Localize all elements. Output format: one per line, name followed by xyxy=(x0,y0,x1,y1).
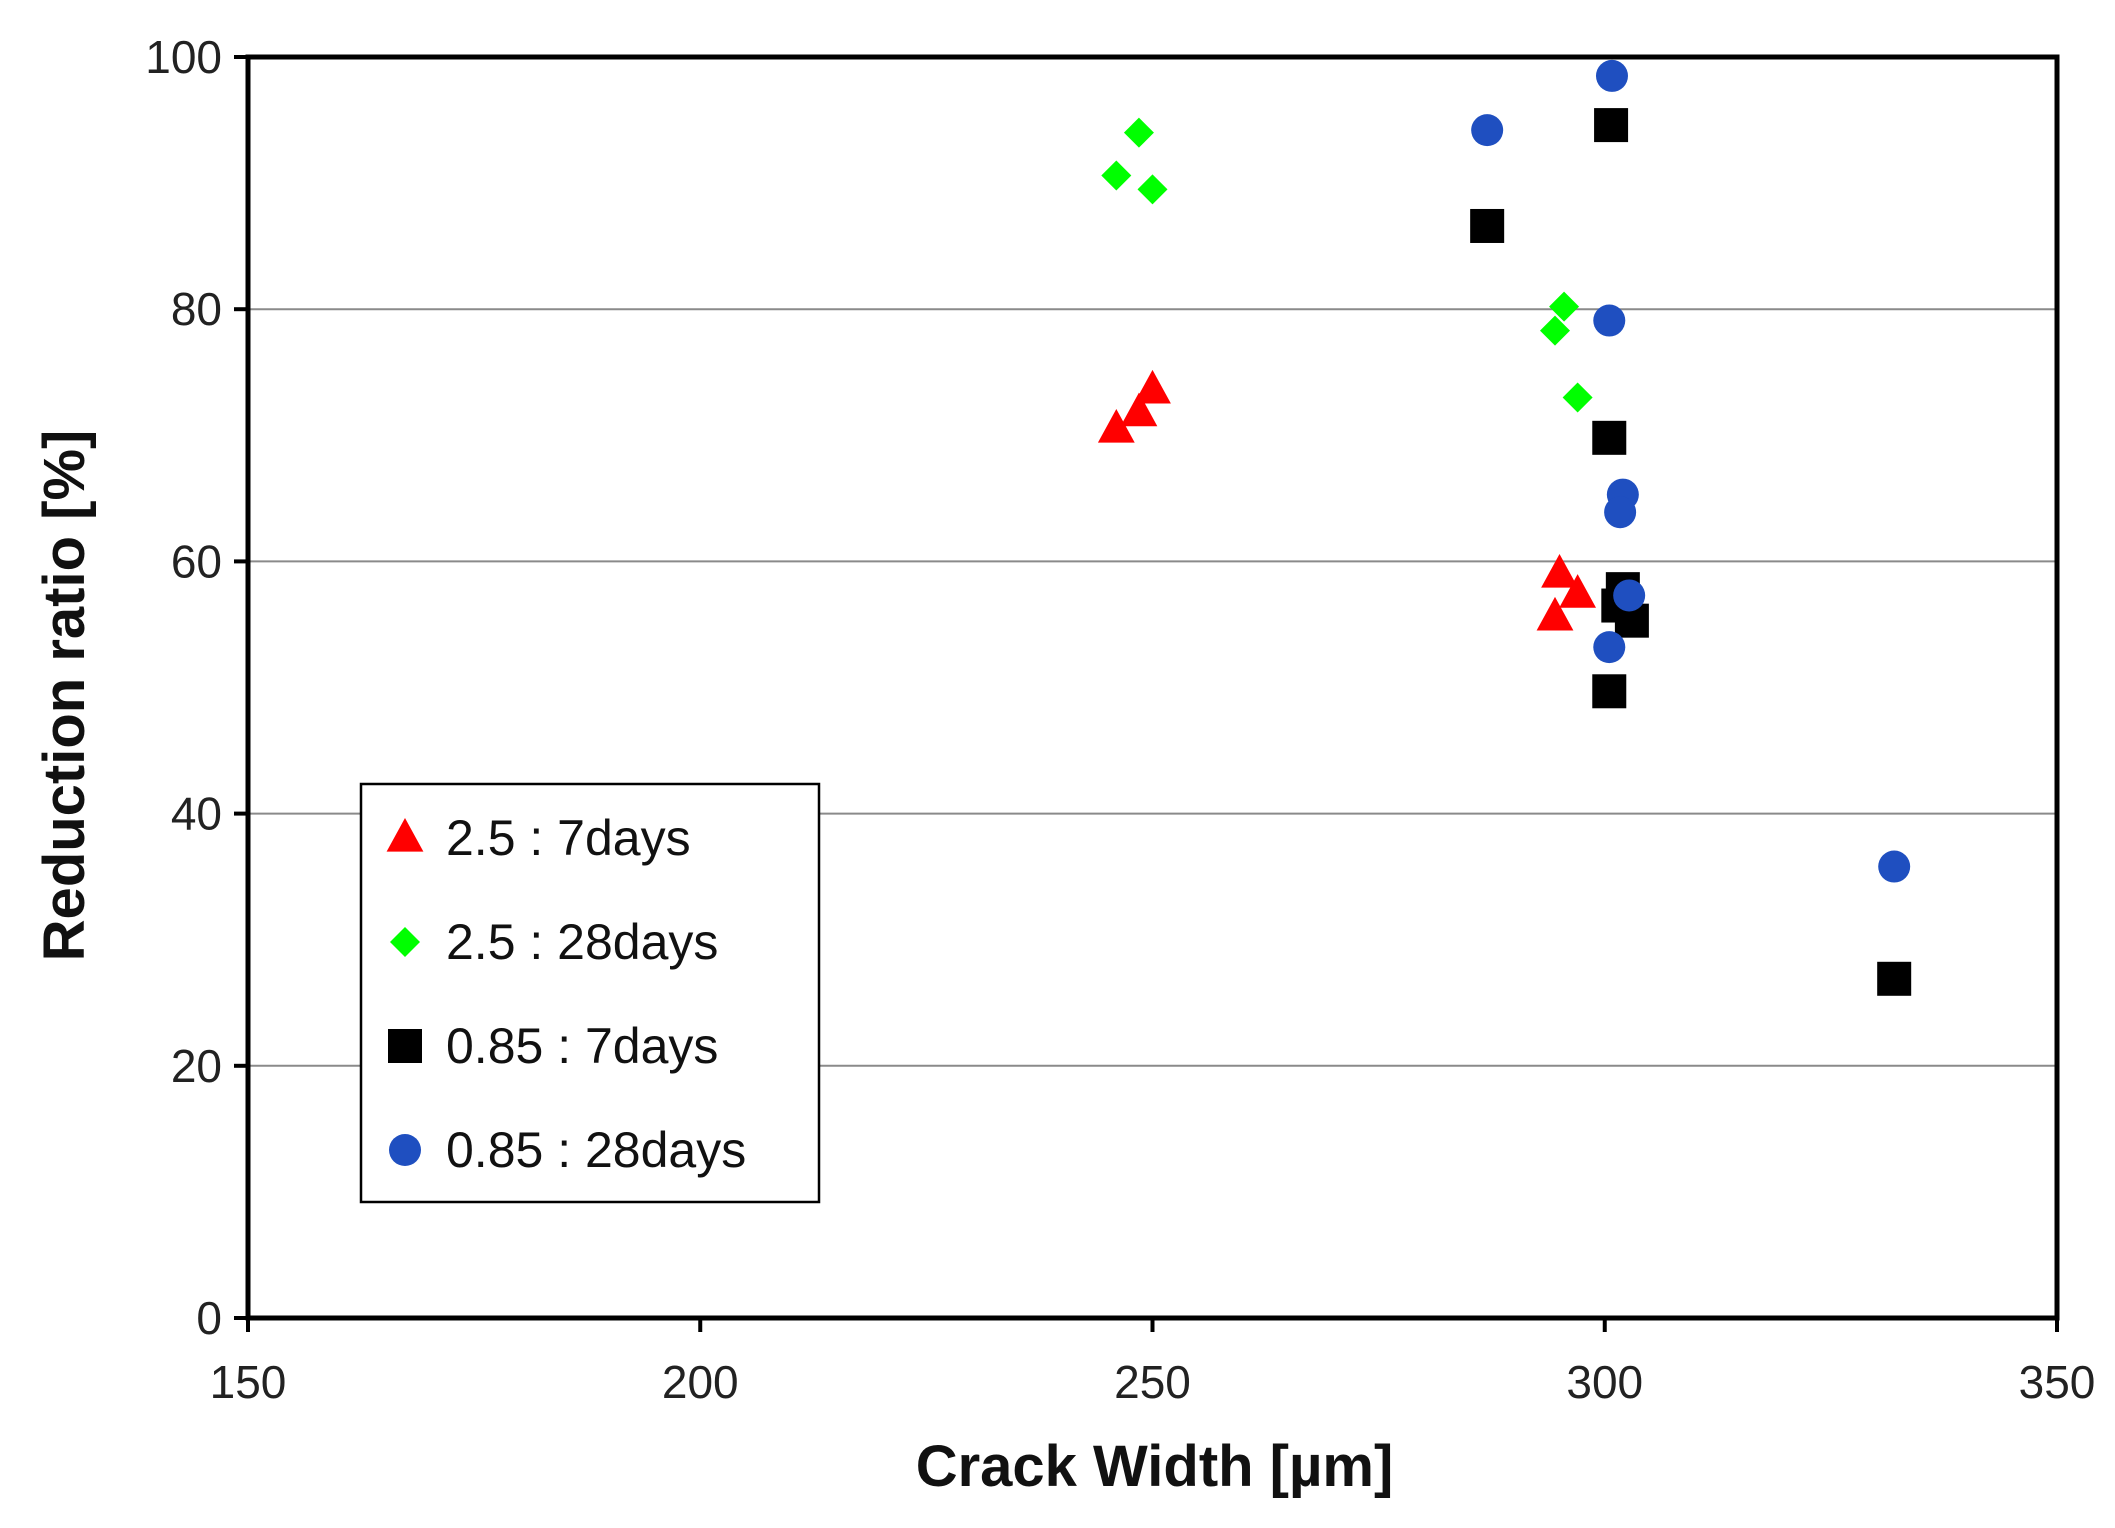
data-point xyxy=(1536,596,1574,631)
data-point xyxy=(1594,108,1629,143)
x-tick-label: 250 xyxy=(1114,1356,1191,1408)
data-point xyxy=(1470,208,1505,243)
data-point xyxy=(1134,369,1171,404)
data-point xyxy=(1593,304,1626,337)
data-points xyxy=(1097,59,1912,996)
x-axis-title: Crack Width [µm] xyxy=(916,1434,1394,1499)
data-point xyxy=(1592,674,1627,709)
data-point xyxy=(1877,961,1912,996)
data-point xyxy=(1137,174,1168,205)
legend-marker xyxy=(388,1029,422,1063)
data-point xyxy=(1604,496,1637,529)
data-point xyxy=(1123,117,1154,148)
series-3 xyxy=(1470,108,1912,996)
data-point xyxy=(1593,631,1626,664)
y-tick-label: 60 xyxy=(171,535,222,587)
data-point xyxy=(1559,574,1597,608)
data-point xyxy=(1120,392,1158,427)
legend-label: 0.85 : 28days xyxy=(446,1122,746,1178)
data-point xyxy=(1878,850,1911,883)
data-point xyxy=(1540,315,1571,346)
data-point xyxy=(1097,408,1135,443)
x-tick-label: 300 xyxy=(1566,1356,1643,1408)
data-point xyxy=(1101,160,1132,191)
series-1 xyxy=(1097,369,1597,631)
data-point xyxy=(1592,420,1627,455)
x-tick-label: 200 xyxy=(662,1356,739,1408)
data-point xyxy=(1595,59,1628,92)
x-tick-label: 350 xyxy=(2019,1356,2096,1408)
y-tick-label: 20 xyxy=(171,1040,222,1092)
legend-label: 0.85 : 7days xyxy=(446,1018,718,1074)
legend-label: 2.5 : 7days xyxy=(446,810,691,866)
x-tick-label: 150 xyxy=(210,1356,287,1408)
legend-box xyxy=(359,782,821,1204)
data-point xyxy=(1541,554,1578,588)
y-tick-label: 80 xyxy=(171,283,222,335)
y-tick-label: 100 xyxy=(145,31,222,83)
legend-label: 2.5 : 28days xyxy=(446,914,718,970)
legend-marker xyxy=(389,1134,421,1166)
legend-marker xyxy=(390,927,420,957)
data-point xyxy=(1562,382,1593,413)
axes xyxy=(234,54,2060,1332)
data-point xyxy=(1613,579,1646,612)
y-axis-title: Reduction ratio [%] xyxy=(32,430,97,962)
tick-labels: 0 20 40 60 80 100 150 200 250 300 350 xyxy=(145,31,2095,1408)
legend: 2.5 : 7days 2.5 : 28days 0.85 : 7days 0.85 … xyxy=(359,782,821,1204)
series-4 xyxy=(1471,59,1911,883)
y-tick-label: 0 xyxy=(196,1292,222,1344)
data-point xyxy=(1549,291,1580,322)
legend-marker xyxy=(386,818,424,852)
y-tick-label: 40 xyxy=(171,788,222,840)
data-point xyxy=(1471,114,1504,147)
series-2 xyxy=(1101,117,1593,413)
